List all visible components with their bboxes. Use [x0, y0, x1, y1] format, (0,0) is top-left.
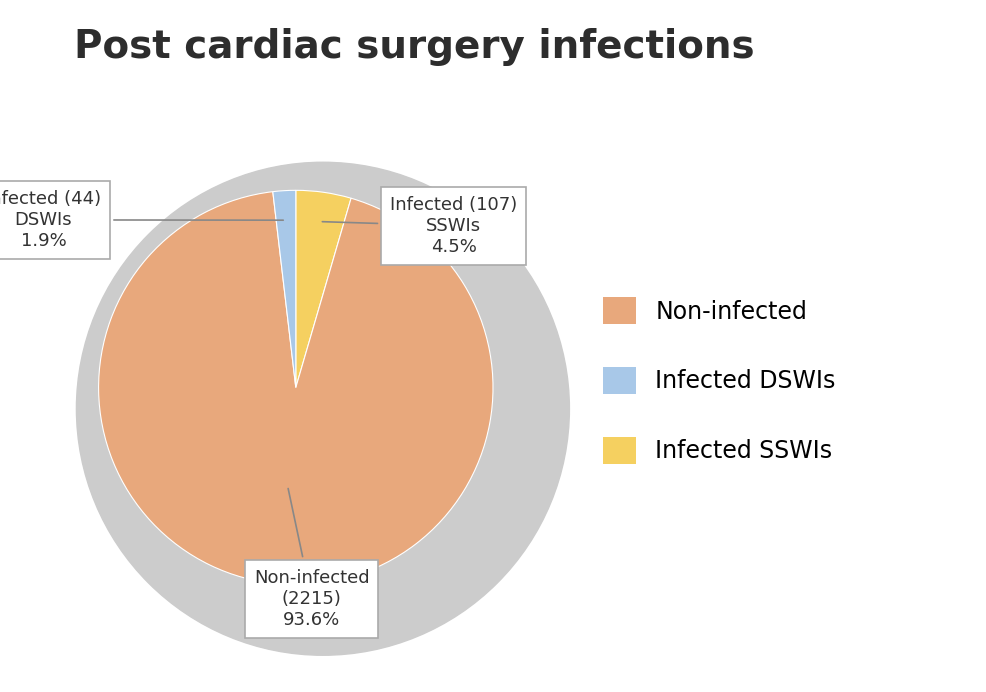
Text: Non-infected
(2215)
93.6%: Non-infected (2215) 93.6%: [253, 489, 370, 628]
Circle shape: [76, 162, 569, 655]
Text: Post cardiac surgery infections: Post cardiac surgery infections: [74, 28, 754, 66]
Legend: Non-infected, Infected DSWIs, Infected SSWIs: Non-infected, Infected DSWIs, Infected S…: [603, 297, 836, 464]
Wedge shape: [273, 190, 296, 388]
Text: Infected (44)
DSWIs
1.9%: Infected (44) DSWIs 1.9%: [0, 190, 283, 250]
Wedge shape: [99, 192, 493, 585]
Text: Infected (107)
SSWIs
4.5%: Infected (107) SSWIs 4.5%: [322, 196, 518, 255]
Wedge shape: [296, 190, 351, 388]
